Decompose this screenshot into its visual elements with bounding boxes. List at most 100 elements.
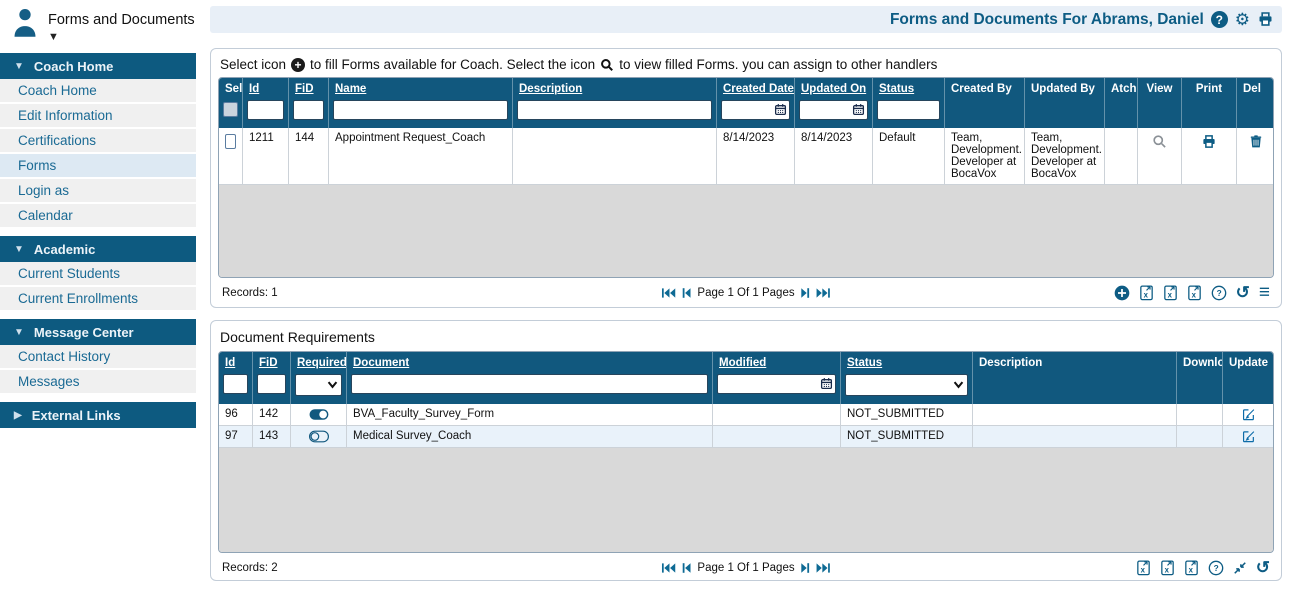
cell-document: Medical Survey_Coach xyxy=(347,426,713,448)
toggle-off-icon[interactable] xyxy=(308,430,329,443)
sidebar-item-coach-home[interactable]: Coach Home xyxy=(0,79,196,104)
excel-export-icon[interactable]: x xyxy=(1187,284,1202,301)
col-header-required[interactable]: Required xyxy=(291,352,347,371)
nav-section-coach-home[interactable]: ▼ Coach Home xyxy=(0,53,196,79)
col-header-created-date[interactable]: Created Date xyxy=(717,78,795,97)
sidebar-item-current-enrollments[interactable]: Current Enrollments xyxy=(0,287,196,312)
id-filter-input[interactable] xyxy=(223,374,248,394)
cell-created-by: Team, Development. Developer at BocaVox xyxy=(945,128,1025,185)
refresh-icon[interactable]: ↺ xyxy=(1255,557,1270,577)
col-header-view: View xyxy=(1138,78,1182,97)
cell-update xyxy=(1223,426,1273,448)
fid-filter-input[interactable] xyxy=(293,100,324,120)
col-header-status[interactable]: Status xyxy=(841,352,973,371)
nav-section-message-center[interactable]: ▼ Message Center xyxy=(0,319,196,345)
col-header-fid[interactable]: FiD xyxy=(289,78,329,97)
add-circle-icon[interactable] xyxy=(1114,285,1130,301)
select-all-checkbox[interactable] xyxy=(223,102,238,117)
next-page-icon[interactable] xyxy=(800,287,811,299)
col-header-status[interactable]: Status xyxy=(873,78,945,97)
calendar-icon[interactable] xyxy=(774,103,787,116)
calendar-icon[interactable] xyxy=(820,377,833,390)
excel-export-icon[interactable]: x xyxy=(1139,284,1154,301)
nav-section-academic[interactable]: ▼ Academic xyxy=(0,236,196,262)
sidebar-item-edit-information[interactable]: Edit Information xyxy=(0,104,196,129)
table-empty-area xyxy=(219,185,1273,277)
col-header-document[interactable]: Document xyxy=(347,352,713,371)
help-circle-icon[interactable]: ? xyxy=(1211,285,1227,301)
cell-id: 1211 xyxy=(243,128,289,185)
row-checkbox[interactable] xyxy=(225,134,236,149)
status-filter-input[interactable] xyxy=(877,100,940,120)
docs-table-footer: Records: 2 Page 1 Of 1 Pages x x x ? ↺ xyxy=(218,553,1274,576)
svg-text:x: x xyxy=(1140,565,1145,574)
chevron-down-icon[interactable]: ▼ xyxy=(48,31,59,43)
created-date-filter-input[interactable] xyxy=(721,100,790,120)
printer-icon[interactable] xyxy=(1257,11,1274,29)
cell-status: Default xyxy=(873,128,945,185)
help-icon[interactable]: ? xyxy=(1210,11,1228,28)
cell-status: NOT_SUBMITTED xyxy=(841,404,973,426)
sidebar-item-login-as[interactable]: Login as xyxy=(0,179,196,204)
svg-text:?: ? xyxy=(1216,288,1221,298)
description-filter-input[interactable] xyxy=(517,100,712,120)
col-header-description[interactable]: Description xyxy=(513,78,717,97)
id-filter-input[interactable] xyxy=(247,100,284,120)
sidebar-item-certifications[interactable]: Certifications xyxy=(0,129,196,154)
updated-on-filter-input[interactable] xyxy=(799,100,868,120)
trash-icon[interactable] xyxy=(1249,134,1263,149)
col-header-updated-on[interactable]: Updated On xyxy=(795,78,873,97)
name-filter-input[interactable] xyxy=(333,100,508,120)
edit-icon[interactable] xyxy=(1242,408,1256,421)
prev-page-icon[interactable] xyxy=(681,287,692,299)
sidebar-item-forms[interactable]: Forms xyxy=(0,154,196,179)
collapse-icon[interactable] xyxy=(1233,561,1247,575)
main-content: Forms and Documents For Abrams, Daniel ?… xyxy=(210,0,1282,581)
instruction-text: Select icon xyxy=(220,57,287,72)
menu-icon[interactable]: ≡ xyxy=(1258,281,1270,303)
sidebar-item-contact-history[interactable]: Contact History xyxy=(0,345,196,370)
first-page-icon[interactable] xyxy=(661,562,676,574)
gear-icon[interactable]: ⚙ xyxy=(1234,10,1250,29)
document-filter-input[interactable] xyxy=(351,374,708,394)
fid-filter-input[interactable] xyxy=(257,374,286,394)
svg-text:?: ? xyxy=(1213,563,1218,573)
refresh-icon[interactable]: ↺ xyxy=(1235,282,1250,302)
status-filter-select[interactable] xyxy=(845,374,968,396)
magnifier-icon[interactable] xyxy=(1152,134,1167,149)
col-header-id[interactable]: Id xyxy=(219,352,253,371)
sidebar-item-current-students[interactable]: Current Students xyxy=(0,262,196,287)
cell-status: NOT_SUBMITTED xyxy=(841,426,973,448)
filter-sel xyxy=(219,97,243,128)
modified-filter-input[interactable] xyxy=(717,374,836,394)
required-filter-select[interactable] xyxy=(295,374,342,396)
excel-export-icon[interactable]: x xyxy=(1163,284,1178,301)
col-header-modified[interactable]: Modified xyxy=(713,352,841,371)
col-header-fid[interactable]: FiD xyxy=(253,352,291,371)
sidebar-title: Forms and Documents xyxy=(48,12,195,28)
col-header-print: Print xyxy=(1182,78,1237,97)
printer-icon[interactable] xyxy=(1201,134,1217,149)
last-page-icon[interactable] xyxy=(816,287,831,299)
prev-page-icon[interactable] xyxy=(681,562,692,574)
chevron-right-icon: ▶ xyxy=(14,409,22,421)
calendar-icon[interactable] xyxy=(852,103,865,116)
excel-export-icon[interactable]: x xyxy=(1160,559,1175,576)
first-page-icon[interactable] xyxy=(661,287,676,299)
last-page-icon[interactable] xyxy=(816,562,831,574)
col-header-name[interactable]: Name xyxy=(329,78,513,97)
row-select-cell xyxy=(219,128,243,185)
nav-section-external-links[interactable]: ▶ External Links xyxy=(0,402,196,428)
cell-updated-on: 8/14/2023 xyxy=(795,128,873,185)
edit-icon[interactable] xyxy=(1242,430,1256,443)
excel-export-icon[interactable]: x xyxy=(1136,559,1151,576)
toggle-on-icon[interactable] xyxy=(309,408,329,421)
forms-table-tools: x x x ? ↺ ≡ xyxy=(1114,281,1270,303)
sidebar-item-calendar[interactable]: Calendar xyxy=(0,204,196,229)
excel-export-icon[interactable]: x xyxy=(1184,559,1199,576)
next-page-icon[interactable] xyxy=(800,562,811,574)
col-header-id[interactable]: Id xyxy=(243,78,289,97)
magnifier-icon xyxy=(601,58,614,71)
help-circle-icon[interactable]: ? xyxy=(1208,560,1224,576)
sidebar-item-messages[interactable]: Messages xyxy=(0,370,196,395)
